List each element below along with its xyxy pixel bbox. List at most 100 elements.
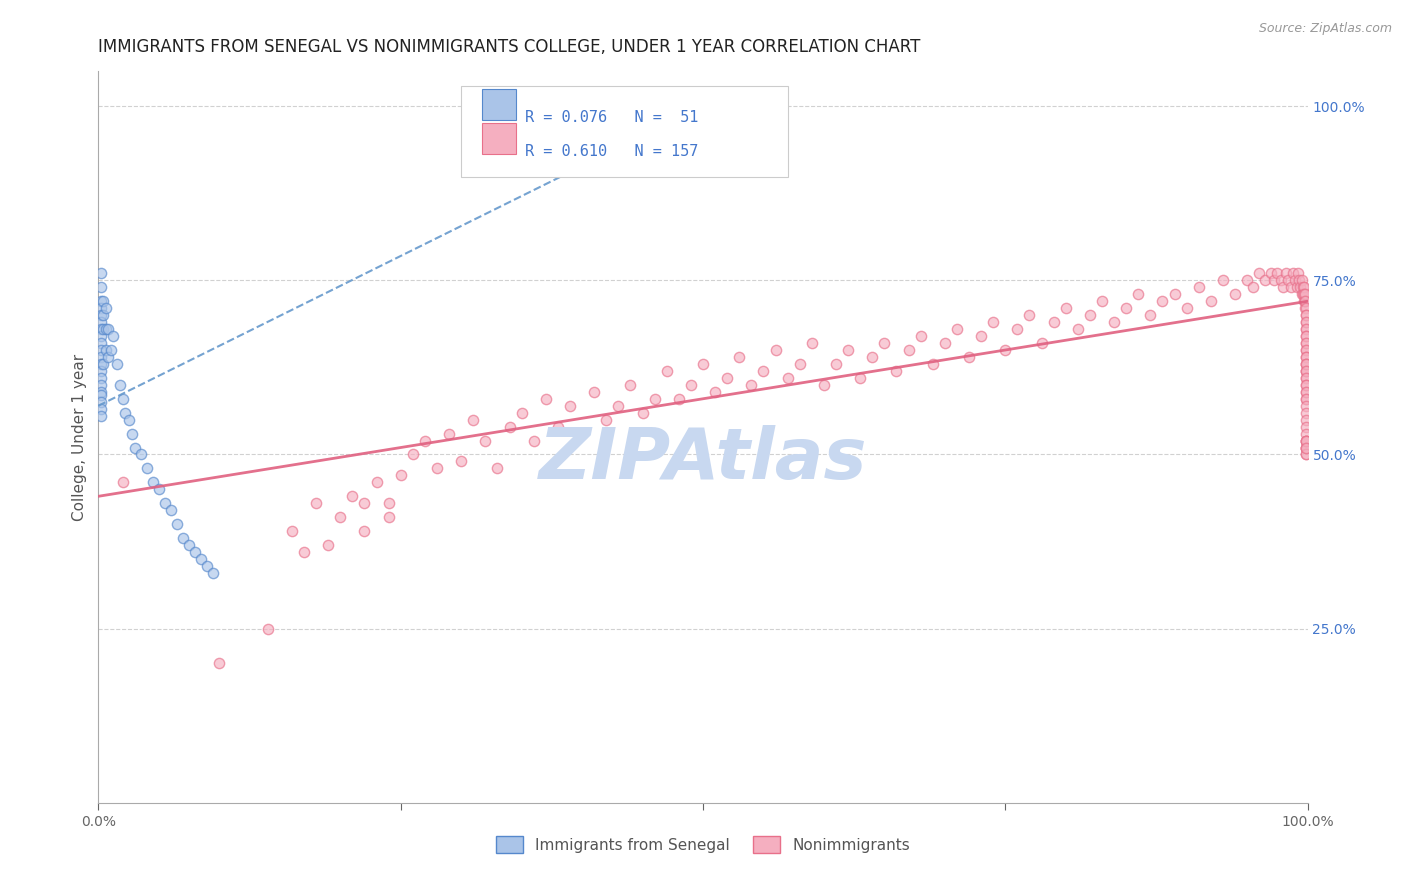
Point bbox=[353, 496, 375, 510]
Point bbox=[740, 377, 762, 392]
Point bbox=[1291, 287, 1313, 301]
Text: R = 0.610   N = 157: R = 0.610 N = 157 bbox=[526, 145, 699, 160]
Point bbox=[1260, 266, 1282, 280]
FancyBboxPatch shape bbox=[482, 123, 516, 154]
Point bbox=[142, 475, 165, 490]
Point bbox=[534, 392, 557, 406]
Point bbox=[94, 301, 117, 316]
Point bbox=[1295, 448, 1317, 462]
Point bbox=[90, 384, 112, 399]
Point bbox=[1277, 273, 1299, 287]
Point bbox=[90, 294, 112, 309]
Point bbox=[1295, 371, 1317, 385]
Point bbox=[1295, 434, 1317, 448]
Point bbox=[90, 308, 112, 322]
Point bbox=[595, 412, 617, 426]
Point bbox=[1042, 315, 1064, 329]
Point bbox=[353, 524, 375, 538]
Point bbox=[1295, 315, 1317, 329]
Point bbox=[1295, 392, 1317, 406]
Point bbox=[90, 371, 112, 385]
Point bbox=[1199, 294, 1222, 309]
Point bbox=[90, 395, 112, 409]
Point bbox=[1279, 280, 1302, 294]
Point bbox=[1263, 273, 1285, 287]
Point bbox=[91, 294, 114, 309]
Point bbox=[90, 329, 112, 343]
Point bbox=[1295, 434, 1317, 448]
Point bbox=[631, 406, 654, 420]
Point bbox=[329, 510, 352, 524]
Point bbox=[1188, 280, 1211, 294]
Point bbox=[305, 496, 328, 510]
Point bbox=[1067, 322, 1090, 336]
Point bbox=[90, 315, 112, 329]
FancyBboxPatch shape bbox=[461, 86, 787, 178]
Point bbox=[474, 434, 496, 448]
Point bbox=[148, 483, 170, 497]
Point bbox=[342, 489, 364, 503]
Point bbox=[752, 364, 775, 378]
Point bbox=[668, 392, 690, 406]
Point bbox=[1018, 308, 1040, 322]
Point bbox=[1275, 266, 1298, 280]
Point bbox=[1292, 294, 1315, 309]
Point bbox=[437, 426, 460, 441]
Point bbox=[583, 384, 606, 399]
Point bbox=[1289, 280, 1312, 294]
Point bbox=[1115, 301, 1137, 316]
Point bbox=[118, 412, 141, 426]
Point bbox=[571, 426, 593, 441]
Point bbox=[704, 384, 727, 399]
Point bbox=[934, 336, 956, 351]
Point bbox=[101, 329, 124, 343]
Point bbox=[1295, 343, 1317, 357]
FancyBboxPatch shape bbox=[482, 89, 516, 120]
Point bbox=[946, 322, 969, 336]
Point bbox=[1295, 343, 1317, 357]
Point bbox=[1295, 441, 1317, 455]
Point bbox=[1295, 377, 1317, 392]
Point bbox=[121, 426, 143, 441]
Point bbox=[1295, 434, 1317, 448]
Point bbox=[91, 308, 114, 322]
Point bbox=[135, 461, 157, 475]
Point bbox=[90, 280, 112, 294]
Point bbox=[1292, 287, 1315, 301]
Point bbox=[1007, 322, 1029, 336]
Point bbox=[607, 399, 630, 413]
Point bbox=[1139, 308, 1161, 322]
Point bbox=[172, 531, 194, 545]
Point bbox=[776, 371, 799, 385]
Point bbox=[1152, 294, 1174, 309]
Point bbox=[184, 545, 207, 559]
Point bbox=[97, 350, 120, 364]
Point bbox=[90, 343, 112, 357]
Point bbox=[281, 524, 304, 538]
Point bbox=[450, 454, 472, 468]
Point bbox=[1286, 266, 1309, 280]
Point bbox=[1241, 280, 1264, 294]
Point bbox=[91, 322, 114, 336]
Point bbox=[679, 377, 702, 392]
Point bbox=[91, 357, 114, 371]
Point bbox=[94, 322, 117, 336]
Point bbox=[1292, 287, 1315, 301]
Point bbox=[1031, 336, 1053, 351]
Point bbox=[208, 657, 231, 671]
Point bbox=[1294, 294, 1316, 309]
Point bbox=[1295, 392, 1317, 406]
Point bbox=[558, 399, 581, 413]
Point bbox=[1295, 384, 1317, 399]
Point bbox=[789, 357, 811, 371]
Point bbox=[114, 406, 136, 420]
Point bbox=[1295, 419, 1317, 434]
Point bbox=[619, 377, 641, 392]
Point bbox=[1223, 287, 1246, 301]
Point bbox=[1295, 322, 1317, 336]
Point bbox=[1295, 357, 1317, 371]
Point bbox=[994, 343, 1017, 357]
Point bbox=[1295, 399, 1317, 413]
Point bbox=[523, 434, 546, 448]
Point bbox=[1128, 287, 1150, 301]
